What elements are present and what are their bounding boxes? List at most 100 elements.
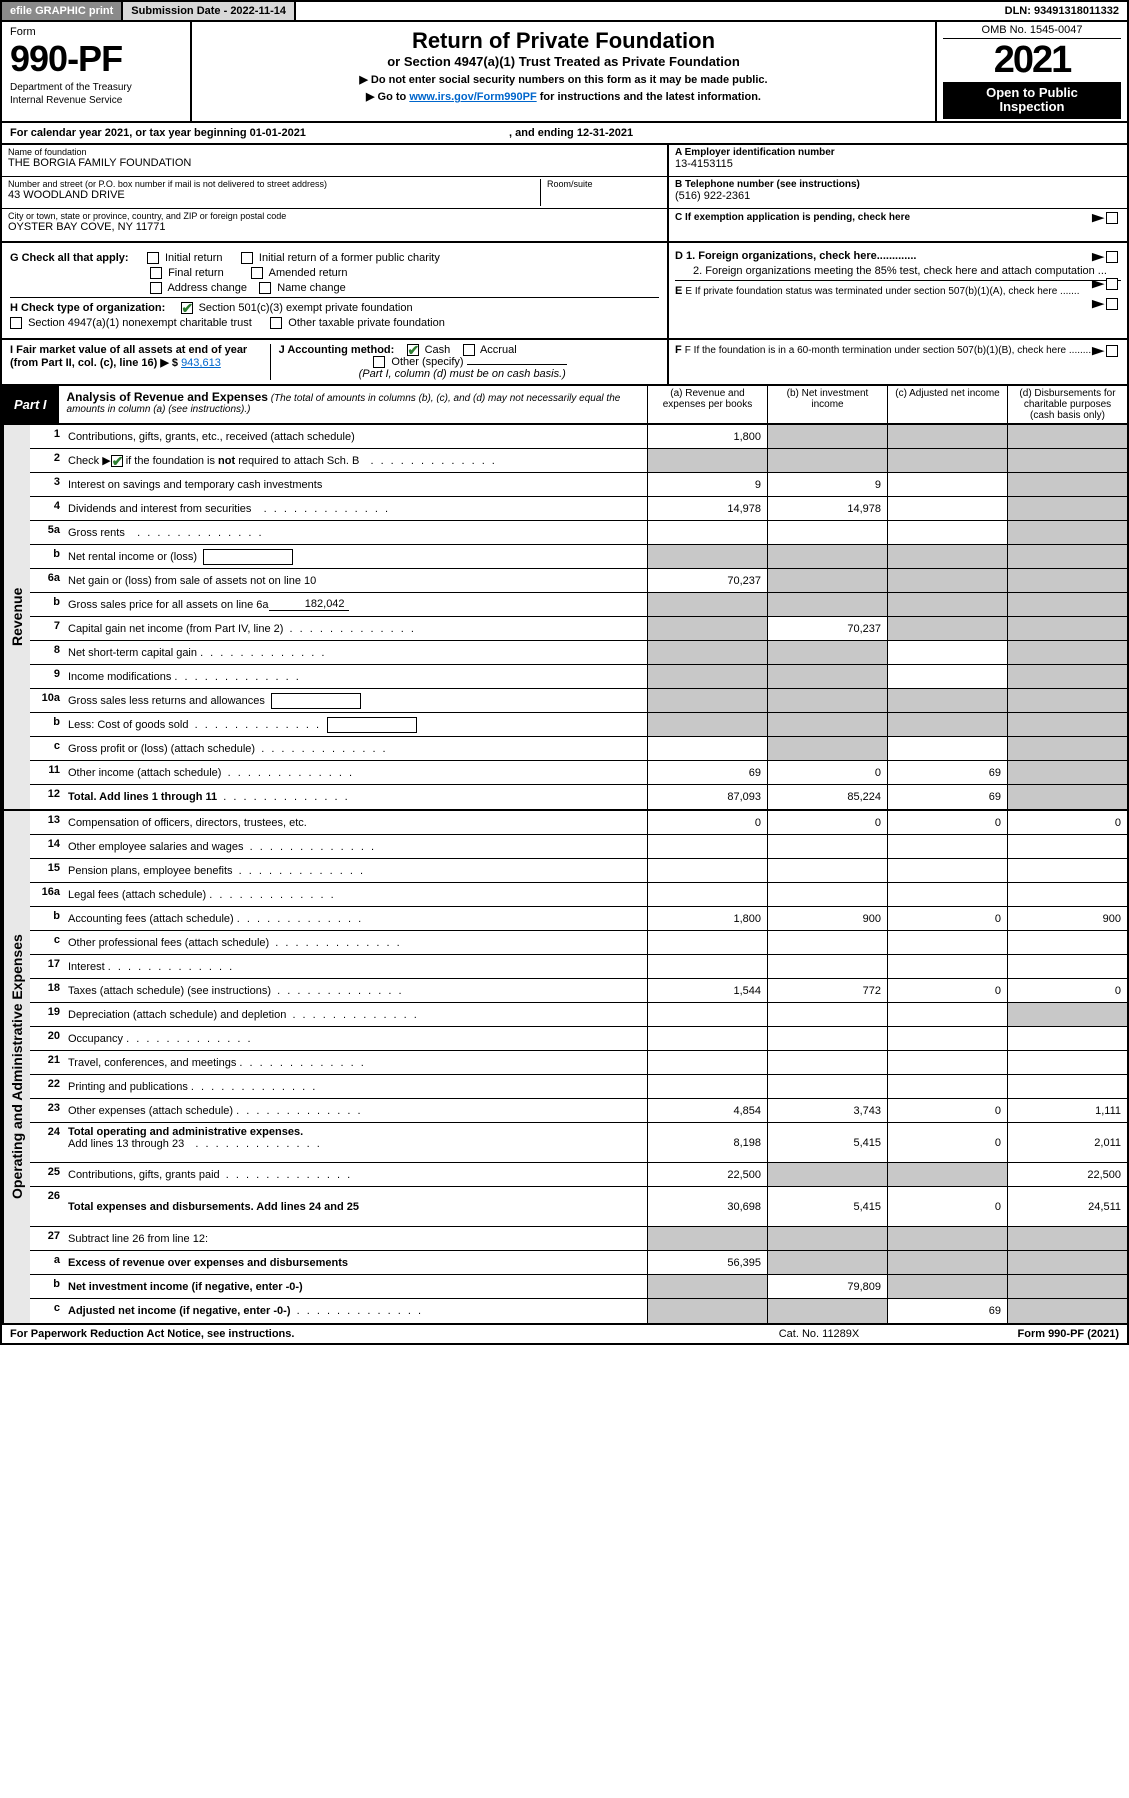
g-address-change[interactable] xyxy=(150,282,162,294)
l16a-desc: Legal fees (attach schedule) xyxy=(64,883,647,906)
part1-header: Part I Analysis of Revenue and Expenses … xyxy=(0,386,1129,425)
l22-a xyxy=(647,1075,767,1098)
g-row2: Final return Amended return xyxy=(10,267,659,279)
l15-num: 15 xyxy=(30,859,64,882)
l10b-text: Less: Cost of goods sold xyxy=(68,719,188,731)
col-c: (c) Adjusted net income xyxy=(887,386,1007,423)
g-initial-return[interactable] xyxy=(147,252,159,264)
open2: Inspection xyxy=(999,99,1064,114)
l23-c: 0 xyxy=(887,1099,1007,1122)
form-number: 990-PF xyxy=(10,38,182,80)
f-checkbox[interactable] xyxy=(1106,345,1118,357)
l27a-b xyxy=(767,1251,887,1274)
arrow-icon: ▶ xyxy=(1092,297,1105,310)
d2-checkbox[interactable] xyxy=(1106,278,1118,290)
form-subtitle: or Section 4947(a)(1) Trust Treated as P… xyxy=(200,54,927,69)
l12-desc: Total. Add lines 1 through 11 xyxy=(64,785,647,809)
l1-c xyxy=(887,425,1007,448)
fmv-value[interactable]: 943,613 xyxy=(181,357,221,369)
l24-text: Total operating and administrative expen… xyxy=(68,1126,303,1138)
l11-b: 0 xyxy=(767,761,887,784)
j-accrual[interactable] xyxy=(463,344,475,356)
l10c-num: c xyxy=(30,737,64,760)
l17-a xyxy=(647,955,767,978)
g-initial-former[interactable] xyxy=(241,252,253,264)
g-opt0: Initial return xyxy=(165,252,222,264)
l7-d xyxy=(1007,617,1127,640)
l6b-c xyxy=(887,593,1007,616)
l8-d xyxy=(1007,641,1127,664)
l9-a xyxy=(647,665,767,688)
l9-text: Income modifications xyxy=(68,671,171,683)
l10b-c xyxy=(887,713,1007,736)
l4-text: Dividends and interest from securities xyxy=(68,503,251,515)
l27-c xyxy=(887,1227,1007,1250)
j-cash[interactable] xyxy=(407,344,419,356)
l2-checkbox[interactable] xyxy=(111,455,123,467)
l5b-a xyxy=(647,545,767,568)
l18-b: 772 xyxy=(767,979,887,1002)
l15-desc: Pension plans, employee benefits xyxy=(64,859,647,882)
g-name-change[interactable] xyxy=(259,282,271,294)
l24-desc: Total operating and administrative expen… xyxy=(64,1123,647,1162)
l17-num: 17 xyxy=(30,955,64,978)
l21-b xyxy=(767,1051,887,1074)
h-opt1: Section 501(c)(3) exempt private foundat… xyxy=(199,302,413,314)
l14-desc: Other employee salaries and wages xyxy=(64,835,647,858)
l16c-a xyxy=(647,931,767,954)
line-7: 7 Capital gain net income (from Part IV,… xyxy=(30,617,1127,641)
col-a: (a) Revenue and expenses per books xyxy=(647,386,767,423)
l14-c xyxy=(887,835,1007,858)
l27a-a: 56,395 xyxy=(647,1251,767,1274)
l3-c xyxy=(887,473,1007,496)
l10a-d xyxy=(1007,689,1127,712)
l6b-a xyxy=(647,593,767,616)
instructions-link[interactable]: www.irs.gov/Form990PF xyxy=(409,91,536,103)
efile-label[interactable]: efile GRAPHIC print xyxy=(2,2,123,20)
h-other-taxable[interactable] xyxy=(270,317,282,329)
l10c-c xyxy=(887,737,1007,760)
j-other[interactable] xyxy=(373,356,385,368)
c-checkbox[interactable] xyxy=(1106,212,1118,224)
l10b-num: b xyxy=(30,713,64,736)
l20-d xyxy=(1007,1027,1127,1050)
tax-year: 2021 xyxy=(943,39,1121,82)
checks-block: G Check all that apply: Initial return I… xyxy=(0,243,1129,340)
l20-text: Occupancy xyxy=(68,1033,123,1045)
submission-date: Submission Date - 2022-11-14 xyxy=(123,2,296,20)
l27c-num: c xyxy=(30,1299,64,1323)
l13-num: 13 xyxy=(30,811,64,834)
l10c-text: Gross profit or (loss) (attach schedule) xyxy=(68,743,255,755)
open-public-badge: Open to Public Inspection xyxy=(943,82,1121,119)
h-501c3[interactable] xyxy=(181,302,193,314)
g-amended[interactable] xyxy=(251,267,263,279)
d1-checkbox[interactable] xyxy=(1106,251,1118,263)
l6b-d xyxy=(1007,593,1127,616)
j-row: J Accounting method: Cash Accrual Other … xyxy=(270,344,646,380)
l16a-c xyxy=(887,883,1007,906)
l14-b xyxy=(767,835,887,858)
l27-num: 27 xyxy=(30,1227,64,1250)
dln: DLN: 93491318011332 xyxy=(997,2,1127,20)
l18-text: Taxes (attach schedule) (see instruction… xyxy=(68,985,271,997)
arrow-icon: ▶ xyxy=(1092,277,1105,290)
l10b-a xyxy=(647,713,767,736)
l18-desc: Taxes (attach schedule) (see instruction… xyxy=(64,979,647,1002)
l22-num: 22 xyxy=(30,1075,64,1098)
l6b-num: b xyxy=(30,593,64,616)
g-opt2: Final return xyxy=(168,267,224,279)
l8-b xyxy=(767,641,887,664)
g-final-return[interactable] xyxy=(150,267,162,279)
l12-num: 12 xyxy=(30,785,64,809)
l21-desc: Travel, conferences, and meetings xyxy=(64,1051,647,1074)
l24-text2: Add lines 13 through 23 xyxy=(68,1138,184,1150)
l27c-d xyxy=(1007,1299,1127,1323)
i-row: I Fair market value of all assets at end… xyxy=(10,344,270,369)
e-checkbox[interactable] xyxy=(1106,298,1118,310)
h-4947[interactable] xyxy=(10,317,22,329)
l15-c xyxy=(887,859,1007,882)
line-3: 3 Interest on savings and temporary cash… xyxy=(30,473,1127,497)
l5b-num: b xyxy=(30,545,64,568)
l21-d xyxy=(1007,1051,1127,1074)
footer-left: For Paperwork Reduction Act Notice, see … xyxy=(10,1328,719,1340)
